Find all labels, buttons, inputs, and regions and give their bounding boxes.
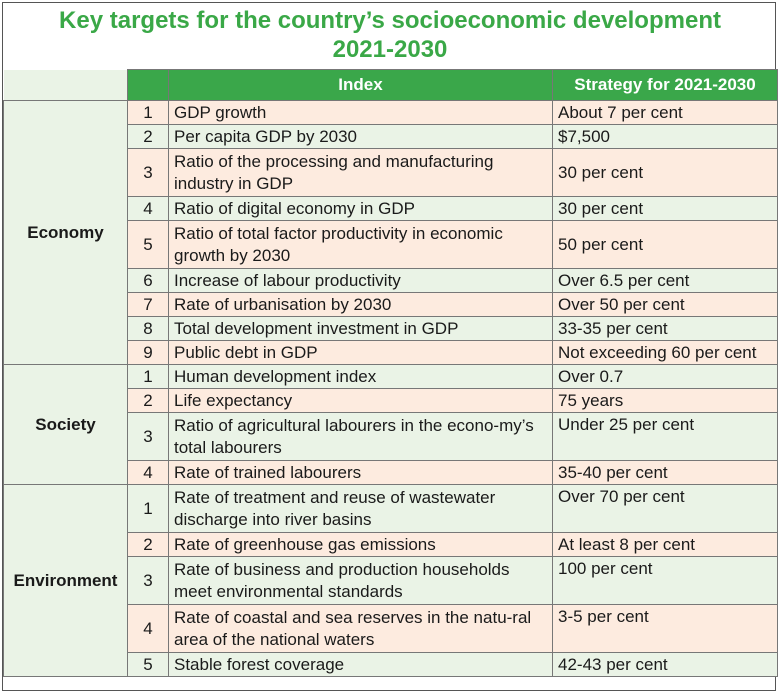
strategy-cell: 35-40 per cent <box>552 460 778 485</box>
table-row: 3 Rate of business and production househo… <box>4 556 778 605</box>
index-cell: Ratio of the processing and manufacturin… <box>168 148 553 197</box>
table-row: 2 Life expectancy 75 years <box>4 388 778 413</box>
row-number: 4 <box>127 604 169 653</box>
header-index: Index <box>168 69 553 101</box>
strategy-cell: 3-5 per cent <box>552 604 778 653</box>
row-number: 2 <box>127 388 169 413</box>
table-row: 5 Stable forest coverage 42-43 per cent <box>4 652 778 677</box>
row-number: 3 <box>127 148 169 197</box>
row-number: 7 <box>127 292 169 317</box>
table-row: 2 Rate of greenhouse gas emissions At leas… <box>4 532 778 557</box>
strategy-cell: 30 per cent <box>552 148 778 197</box>
table-row: Society 1 Human development index Over 0.7 <box>3 364 778 485</box>
row-number: 4 <box>127 196 169 221</box>
row-number: 1 <box>127 484 169 533</box>
index-cell: Human development index <box>168 364 553 389</box>
table-row: 5 Ratio of total factor productivity in e… <box>4 220 778 269</box>
row-number: 6 <box>127 268 169 293</box>
row-number: 9 <box>127 340 169 365</box>
title-line-2: 2021-2030 <box>332 36 448 63</box>
index-cell: Per capita GDP by 2030 <box>168 124 553 149</box>
header-strategy: Strategy for 2021-2030 <box>552 69 778 101</box>
header-category-blank <box>3 69 128 101</box>
strategy-cell: 100 per cent <box>552 556 778 605</box>
targets-table: Index Strategy for 2021-2030 Economy 1 GDP… <box>3 69 778 677</box>
index-cell: Increase of labour productivity <box>168 268 553 293</box>
index-cell: Total development investment in GDP <box>168 316 553 341</box>
table-row: 6 Increase of labour productivity Over 6.5… <box>4 268 778 293</box>
strategy-cell: 42-43 per cent <box>552 652 778 677</box>
table-row: 4 Rate of trained labourers 35-40 per cent <box>4 460 778 485</box>
strategy-cell: 33-35 per cent <box>552 316 778 341</box>
strategy-cell: 30 per cent <box>552 196 778 221</box>
strategy-cell: 50 per cent <box>552 220 778 269</box>
category-economy: Economy <box>3 100 128 365</box>
index-cell: Rate of trained labourers <box>168 460 553 485</box>
row-number: 5 <box>127 652 169 677</box>
index-cell: Rate of greenhouse gas emissions <box>168 532 553 557</box>
strategy-cell: 75 years <box>552 388 778 413</box>
table-row: 2 Per capita GDP by 2030 $7,500 <box>4 124 778 149</box>
strategy-cell: Under 25 per cent <box>552 412 778 461</box>
page-title: Key targets for the country’s socioecono… <box>0 6 780 64</box>
strategy-cell: Over 70 per cent <box>552 484 778 533</box>
strategy-cell: Over 50 per cent <box>552 292 778 317</box>
table-row: 4 Ratio of digital economy in GDP 30 per c… <box>4 196 778 221</box>
table-row: 3 Ratio of the processing and manufacturi… <box>4 148 778 197</box>
category-society: Society <box>3 364 128 485</box>
row-number: 2 <box>127 532 169 557</box>
header-row: Index Strategy for 2021-2030 <box>3 69 778 101</box>
row-number: 3 <box>127 556 169 605</box>
index-cell: Ratio of digital economy in GDP <box>168 196 553 221</box>
row-number: 1 <box>127 100 169 125</box>
row-number: 3 <box>127 412 169 461</box>
table-row: 3 Ratio of agricultural labourers in the … <box>4 412 778 461</box>
strategy-cell: Over 0.7 <box>552 364 778 389</box>
title-line-1: Key targets for the country’s socioecono… <box>59 7 721 34</box>
index-cell: Public debt in GDP <box>168 340 553 365</box>
strategy-cell: Not exceeding 60 per cent <box>552 340 778 365</box>
index-cell: Stable forest coverage <box>168 652 553 677</box>
index-cell: Life expectancy <box>168 388 553 413</box>
row-number: 5 <box>127 220 169 269</box>
index-cell: Rate of urbanisation by 2030 <box>168 292 553 317</box>
table-row: Environment 1 Rate of treatment and reuse … <box>3 484 778 677</box>
index-cell: Ratio of agricultural labourers in the e… <box>168 412 553 461</box>
row-number: 2 <box>127 124 169 149</box>
category-environment: Environment <box>3 484 128 677</box>
index-cell: Ratio of total factor productivity in ec… <box>168 220 553 269</box>
index-cell: GDP growth <box>168 100 553 125</box>
strategy-cell: About 7 per cent <box>552 100 778 125</box>
strategy-cell: Over 6.5 per cent <box>552 268 778 293</box>
row-number: 8 <box>127 316 169 341</box>
table-row: Economy 1 GDP growth About 7 per cent <box>3 100 778 365</box>
strategy-cell: $7,500 <box>552 124 778 149</box>
row-number: 4 <box>127 460 169 485</box>
strategy-cell: At least 8 per cent <box>552 532 778 557</box>
table-row: 7 Rate of urbanisation by 2030 Over 50 per… <box>4 292 778 317</box>
table-row: 8 Total development investment in GDP 33-3… <box>4 316 778 341</box>
index-cell: Rate of coastal and sea reserves in the … <box>168 604 553 653</box>
header-number <box>127 69 169 101</box>
index-cell: Rate of business and production househol… <box>168 556 553 605</box>
table-row: 4 Rate of coastal and sea reserves in the… <box>4 604 778 653</box>
index-cell: Rate of treatment and reuse of wastewate… <box>168 484 553 533</box>
row-number: 1 <box>127 364 169 389</box>
